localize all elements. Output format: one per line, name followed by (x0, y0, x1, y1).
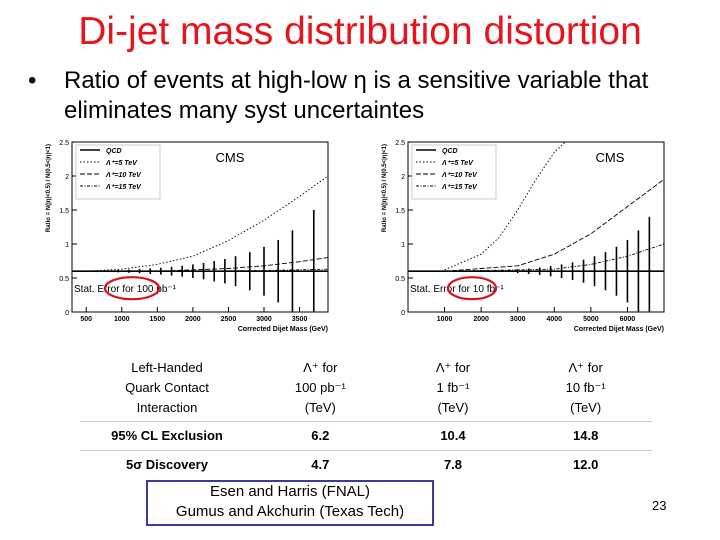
x-tick-label: 2500 (221, 316, 237, 323)
results-table: Left-Handed Quark Contact Interaction Λ⁺ f… (80, 355, 652, 479)
legend-entry: Λ⁺=10 TeV (105, 172, 142, 179)
y-tick-label: 2.5 (395, 140, 405, 147)
x-tick-label: 6000 (620, 316, 636, 323)
header-cell-interaction: Left-Handed Quark Contact Interaction (80, 355, 254, 422)
x-tick-label: 1500 (150, 316, 166, 323)
y-tick-label: 0 (65, 310, 69, 317)
stat-error-annotation: Stat. Error for 10 fb⁻¹ (410, 284, 504, 295)
x-tick-label: 500 (80, 316, 92, 323)
legend-entry: QCD (106, 148, 122, 155)
header-cell-100pb: Λ⁺ for 100 pb⁻¹ (TeV) (254, 355, 387, 422)
highlight-ellipse (446, 276, 498, 301)
credit-line: Gumus and Akchurin (Texas Tech) (175, 503, 405, 520)
y-tick-label: 0.5 (395, 276, 405, 283)
table-cell: 4.7 (311, 457, 330, 472)
cms-label: CMS (216, 150, 245, 165)
table-header-row: Left-Handed Quark Contact Interaction Λ⁺ f… (80, 355, 652, 422)
x-tick-label: 5000 (583, 316, 599, 323)
y-axis-label: Ratio = N(|η|<0.5) / N(0.5<|η|<1) (382, 144, 388, 232)
highlight-ellipse (103, 276, 161, 301)
series-line-1 (86, 175, 329, 272)
table-cell: 7.8 (443, 457, 463, 472)
header-line: Λ⁺ for (435, 360, 471, 375)
y-tick-label: 1 (65, 242, 69, 249)
legend-entry: Λ⁺=10 TeV (441, 172, 478, 179)
header-line: Quark Contact (125, 380, 209, 395)
header-line: Interaction (136, 400, 198, 415)
header-line: (TeV) (570, 400, 602, 415)
row-label: 5σ Discovery (126, 457, 208, 472)
table-row-discovery: 5σ Discovery 4.7 7.8 12.0 (80, 451, 652, 480)
credits-box: Esen and Harris (FNAL) Gumus and Akchuri… (146, 480, 434, 526)
stat-error-annotation: Stat. Error for 100 pb⁻¹ (74, 284, 177, 295)
bullet-dot: • (28, 67, 37, 94)
cms-label: CMS (596, 150, 625, 165)
series-line-3 (86, 268, 329, 272)
x-axis-label: Corrected Dijet Mass (GeV) (238, 326, 328, 333)
header-line: (TeV) (304, 400, 336, 415)
x-tick-label: 2000 (185, 316, 201, 323)
right-ratio-plot: 0 0.5 1 1.5 2 2.5 1000 2000 3000 4000 5000 6000 Corr… (370, 136, 674, 336)
legend-box (411, 144, 497, 200)
header-line: Left-Handed (131, 360, 203, 375)
left-plot-svg: 0 0.5 1 1.5 2 2.5 500 1000 1500 2000 2500 3000 3500 C… (46, 140, 329, 333)
x-tick-label: 3500 (292, 316, 308, 323)
left-ratio-plot: 0 0.5 1 1.5 2 2.5 500 1000 1500 2000 2500 3000 3500 C… (34, 136, 338, 336)
header-line: Λ⁺ for (303, 360, 338, 375)
x-tick-label: 2000 (473, 316, 489, 323)
right-plot-svg: 0 0.5 1 1.5 2 2.5 1000 2000 3000 4000 5000 6000 Corr… (382, 140, 665, 333)
legend-entry: Λ⁺=5 TeV (441, 160, 474, 167)
series-line-3 (444, 243, 665, 272)
legend-box (75, 144, 161, 200)
credit-line: Esen and Harris (FNAL) (209, 483, 371, 500)
header-line: 1 fb⁻¹ (436, 380, 470, 395)
table-cell: 6.2 (254, 421, 387, 451)
bullet-text: Ratio of events at high-low η is a sensi… (64, 67, 649, 124)
table-cell: 10.4 (386, 421, 520, 451)
y-tick-label: 1.5 (395, 208, 405, 215)
x-tick-label: 4000 (546, 316, 562, 323)
table-row-exclusion: 95% CL Exclusion 6.2 10.4 14.8 (80, 421, 652, 451)
table-cell: 14.8 (519, 421, 652, 451)
header-line: 100 pb⁻¹ (294, 380, 346, 395)
y-tick-label: 0 (401, 310, 405, 317)
header-cell-10fb: Λ⁺ for 10 fb⁻¹ (TeV) (519, 355, 652, 422)
y-tick-label: 2.5 (59, 140, 69, 147)
header-line: (TeV) (437, 400, 469, 415)
y-tick-label: 0.5 (59, 276, 69, 283)
page-number: 23 (652, 498, 667, 513)
series-line-1 (444, 141, 566, 271)
x-axis-label: Corrected Dijet Mass (GeV) (574, 326, 664, 333)
header-cell-1fb: Λ⁺ for 1 fb⁻¹ (TeV) (387, 355, 520, 422)
x-tick-label: 1000 (437, 316, 453, 323)
header-line: Λ⁺ for (568, 360, 603, 375)
y-tick-label: 2 (401, 174, 405, 181)
legend-entry: Λ⁺=15 TeV (441, 184, 478, 191)
y-tick-label: 1 (401, 242, 405, 249)
series-line-2 (86, 257, 329, 272)
legend-entry: Λ⁺=5 TeV (105, 160, 138, 167)
legend-entry: Λ⁺=15 TeV (105, 184, 142, 191)
y-tick-label: 2 (65, 174, 69, 181)
slide-title: Di-jet mass distribution distortion (78, 10, 642, 53)
row-label: 95% CL Exclusion (80, 421, 254, 451)
bullet-point: • Ratio of events at high-low η is a sen… (28, 66, 708, 126)
y-axis-label: Ratio = N(|η|<0.5) / N(0.5<|η|<1) (46, 144, 52, 232)
y-tick-label: 1.5 (59, 208, 69, 215)
x-tick-label: 3000 (256, 316, 272, 323)
table-cell: 12.0 (573, 457, 599, 472)
series-line-2 (444, 179, 665, 272)
x-tick-label: 1000 (114, 316, 130, 323)
legend-entry: QCD (442, 148, 458, 155)
header-line: 10 fb⁻¹ (565, 380, 606, 395)
x-tick-label: 3000 (510, 316, 526, 323)
